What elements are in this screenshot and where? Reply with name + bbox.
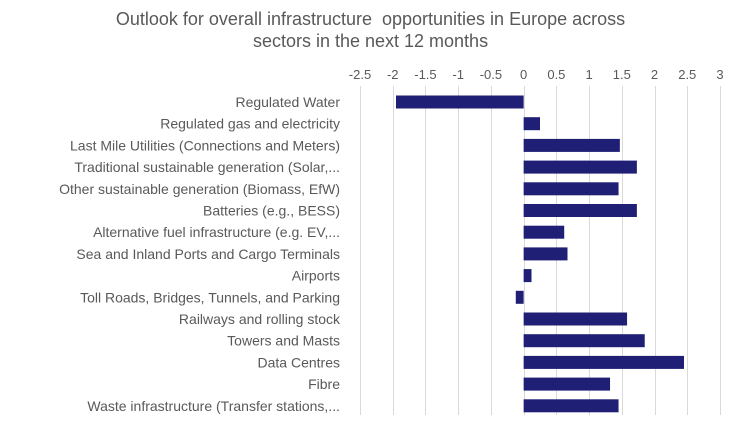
category-label: Waste infrastructure (Transfer stations,…	[87, 398, 340, 414]
x-tick-label: 1.5	[613, 67, 631, 82]
category-label: Batteries (e.g., BESS)	[203, 203, 340, 219]
bar	[515, 290, 524, 304]
x-tick-label: 0.5	[547, 67, 565, 82]
bar	[523, 334, 645, 348]
category-label: Regulated gas and electricity	[160, 116, 340, 132]
bars	[396, 95, 684, 413]
bar	[523, 399, 619, 413]
x-tick-label: -2.5	[349, 67, 371, 82]
bar	[523, 269, 532, 283]
category-label: Towers and Masts	[227, 333, 340, 349]
chart-title-line-1: Outlook for overall infrastructure oppor…	[115, 9, 626, 29]
category-label: Toll Roads, Bridges, Tunnels, and Parkin…	[80, 289, 340, 305]
category-label: Traditional sustainable generation (Sola…	[74, 159, 340, 175]
x-tick-label: 3	[716, 67, 723, 82]
chart-title: Outlook for overall infrastructure oppor…	[0, 8, 741, 52]
x-tick-label: 2.5	[678, 67, 696, 82]
chart-title-line-2: sectors in the next 12 months	[252, 31, 489, 51]
bar	[523, 247, 568, 261]
x-axis-tick-labels: -2.5 -2 -1.5 -1 -0.5 0 0.5 1 1.5 2 2.5 3	[349, 67, 724, 82]
bar	[523, 138, 620, 152]
category-label: Last Mile Utilities (Connections and Met…	[70, 137, 340, 153]
x-tick-label: -0.5	[480, 67, 502, 82]
category-label: Railways and rolling stock	[179, 311, 341, 327]
x-tick-label: 0	[520, 67, 527, 82]
category-labels: Regulated Water Regulated gas and electri…	[59, 94, 341, 414]
bar	[523, 377, 611, 391]
x-tick-label: 2	[651, 67, 658, 82]
category-label: Airports	[292, 268, 340, 284]
category-label: Data Centres	[258, 354, 340, 370]
category-label: Other sustainable generation (Biomass, E…	[59, 181, 340, 197]
bar	[523, 160, 637, 174]
category-label: Alternative fuel infrastructure (e.g. EV…	[93, 224, 340, 240]
category-label: Fibre	[308, 376, 340, 392]
x-tick-label: 1	[585, 67, 592, 82]
x-tick-label: -1	[452, 67, 464, 82]
bar	[523, 355, 684, 369]
bar	[523, 204, 637, 217]
bar	[396, 95, 524, 109]
bar	[523, 117, 540, 131]
category-label: Sea and Inland Ports and Cargo Terminals	[76, 246, 340, 262]
bar	[523, 225, 565, 239]
bar	[523, 182, 619, 196]
bar	[523, 312, 628, 326]
x-tick-label: -1.5	[414, 67, 436, 82]
category-label: Regulated Water	[235, 94, 340, 110]
x-tick-label: -2	[387, 67, 399, 82]
